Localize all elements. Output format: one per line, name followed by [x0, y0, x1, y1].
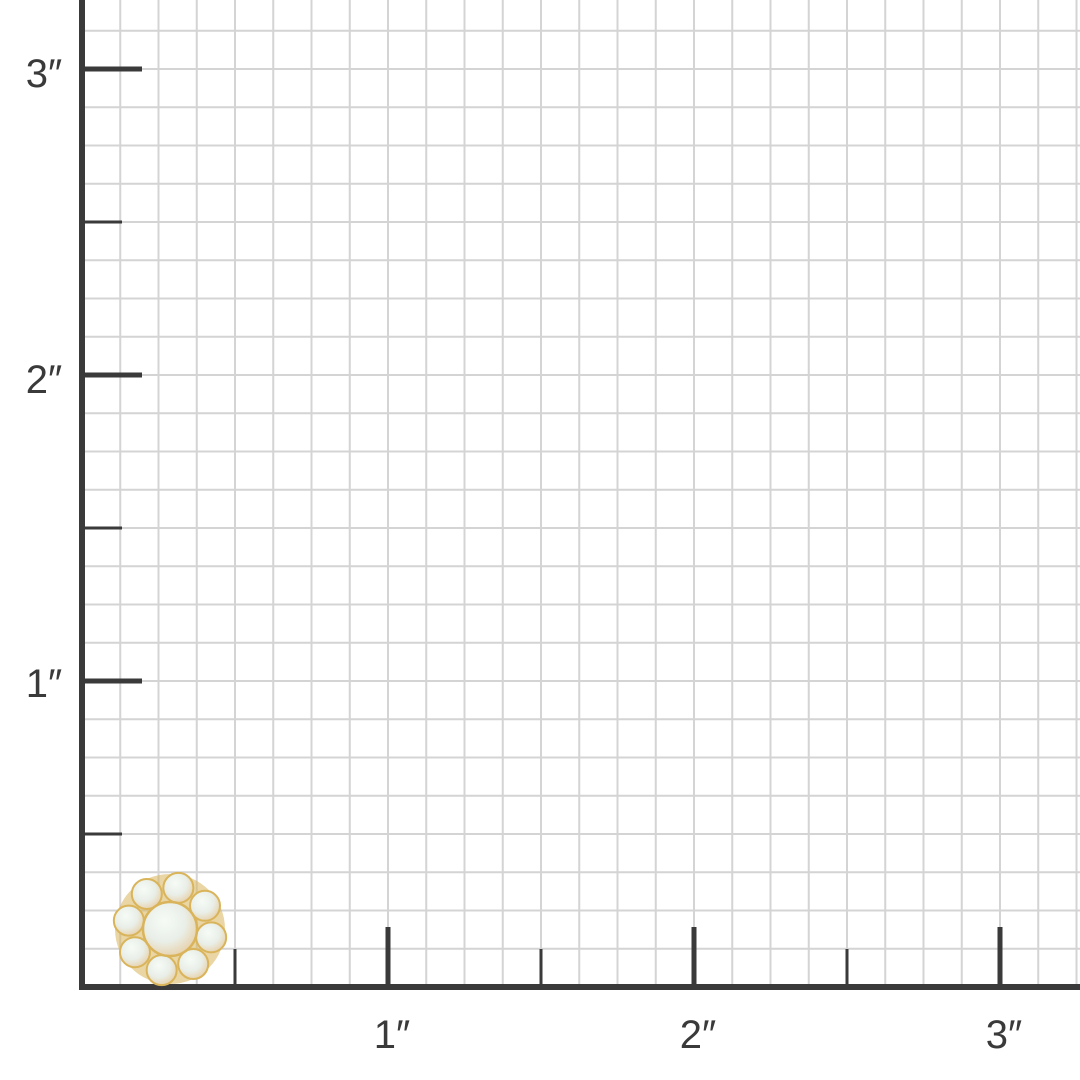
grid-lines: [82, 0, 1080, 987]
y-label-3: 3″: [26, 52, 62, 96]
outer-opal-stone: [112, 904, 145, 937]
outer-opal-stone: [130, 877, 163, 910]
axes: [79, 0, 1080, 990]
outer-opal-stone: [145, 954, 178, 987]
outer-opal-stone: [195, 921, 228, 954]
outer-opal-stone: [118, 936, 151, 969]
y-label-1: 1″: [26, 662, 62, 706]
center-opal-stone: [141, 900, 199, 958]
x-label-1: 1″: [374, 1013, 410, 1057]
opal-earring-image: [112, 871, 228, 987]
ticks: [82, 66, 1003, 987]
y-label-2: 2″: [26, 358, 62, 402]
outer-opal-stone: [162, 871, 195, 904]
x-label-3: 3″: [986, 1013, 1022, 1057]
x-label-2: 2″: [680, 1013, 716, 1057]
outer-opal-stone: [189, 889, 222, 922]
outer-opal-stone: [177, 948, 210, 981]
